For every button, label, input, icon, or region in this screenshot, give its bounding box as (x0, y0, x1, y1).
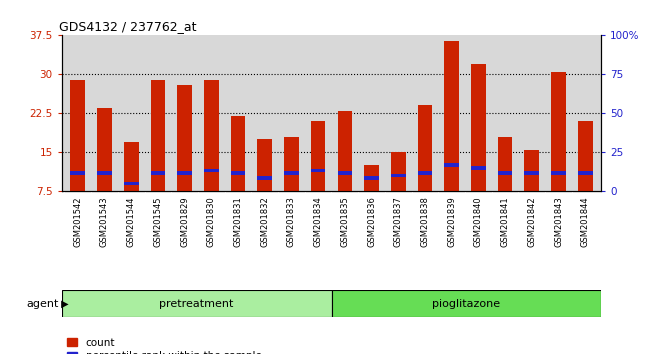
Text: GSM201837: GSM201837 (394, 196, 403, 247)
Bar (525, 150, 539, 191)
Text: GSM201830: GSM201830 (207, 196, 216, 247)
Text: pioglitazone: pioglitazone (432, 298, 500, 309)
Legend: count, percentile rank within the sample: count, percentile rank within the sample (67, 338, 261, 354)
Bar (62, 290, 332, 317)
Bar (284, 137, 299, 191)
Text: GSM201829: GSM201829 (180, 196, 189, 247)
Bar (445, 164, 459, 167)
Bar (257, 176, 272, 180)
Text: GDS4132 / 237762_at: GDS4132 / 237762_at (59, 20, 196, 33)
Text: GSM201841: GSM201841 (500, 196, 510, 247)
Text: GSM201542: GSM201542 (73, 196, 83, 247)
Bar (151, 171, 165, 175)
Text: GSM201831: GSM201831 (233, 196, 242, 247)
Bar (498, 171, 512, 175)
Bar (97, 171, 112, 175)
Bar (311, 121, 326, 191)
Text: GSM201843: GSM201843 (554, 196, 563, 247)
Bar (391, 152, 406, 191)
Bar (364, 165, 379, 191)
Bar (257, 139, 272, 191)
Text: GSM201838: GSM201838 (421, 196, 430, 247)
Text: GSM201543: GSM201543 (100, 196, 109, 247)
Bar (364, 176, 379, 180)
Bar (284, 171, 299, 175)
Bar (551, 72, 566, 191)
Bar (418, 105, 432, 191)
Bar (97, 108, 112, 191)
Text: ▶: ▶ (58, 298, 69, 309)
Bar (337, 111, 352, 191)
Text: GSM201833: GSM201833 (287, 196, 296, 247)
Text: GSM201840: GSM201840 (474, 196, 483, 247)
Bar (177, 85, 192, 191)
Bar (471, 166, 486, 170)
Text: GSM201545: GSM201545 (153, 196, 162, 247)
Bar (578, 121, 593, 191)
Bar (204, 169, 218, 172)
Bar (391, 174, 406, 177)
Bar (471, 64, 486, 191)
Bar (337, 171, 352, 175)
Bar (445, 41, 459, 191)
Text: agent: agent (26, 298, 58, 309)
Bar (525, 171, 539, 175)
Bar (204, 80, 218, 191)
Text: GSM201842: GSM201842 (527, 196, 536, 247)
Text: GSM201544: GSM201544 (127, 196, 136, 247)
Bar (151, 80, 165, 191)
Text: GSM201836: GSM201836 (367, 196, 376, 247)
Bar (332, 290, 601, 317)
Bar (418, 171, 432, 175)
Text: GSM201835: GSM201835 (341, 196, 349, 247)
Bar (70, 171, 85, 175)
Bar (498, 137, 512, 191)
Bar (124, 182, 138, 185)
Text: GSM201834: GSM201834 (314, 196, 322, 247)
Bar (311, 169, 326, 172)
Text: GSM201844: GSM201844 (580, 196, 590, 247)
Bar (578, 171, 593, 175)
Bar (231, 171, 245, 175)
Text: pretreatment: pretreatment (159, 298, 234, 309)
Bar (70, 80, 85, 191)
Bar (124, 142, 138, 191)
Text: GSM201839: GSM201839 (447, 196, 456, 247)
Text: GSM201832: GSM201832 (260, 196, 269, 247)
Bar (551, 171, 566, 175)
Bar (177, 171, 192, 175)
Bar (231, 116, 245, 191)
